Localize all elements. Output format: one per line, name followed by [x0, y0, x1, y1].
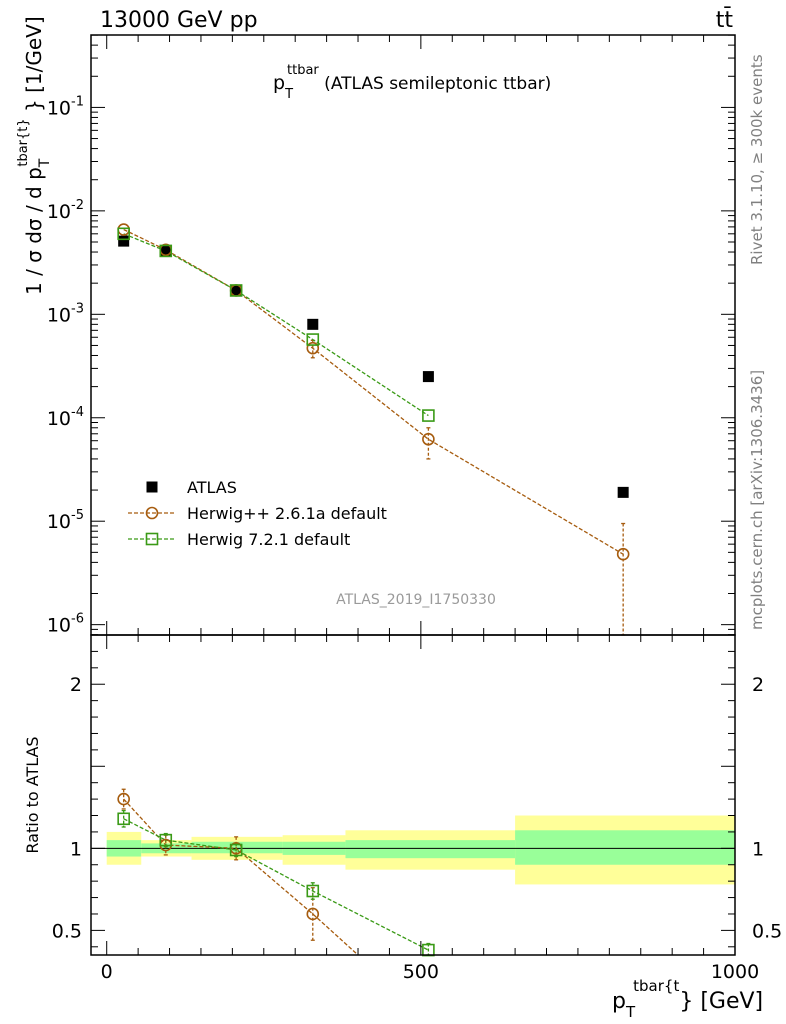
main-point-atlas-4 [422, 371, 434, 383]
x-axis-label: pTtbar{t} [GeV] [612, 977, 763, 1021]
analysis-watermark: ATLAS_2019_I1750330 [336, 592, 496, 608]
main-ytick-label: 10-1 [47, 94, 84, 119]
process-label: tt̄ [716, 7, 734, 33]
main-point-herwig7-1 [159, 244, 173, 258]
ratio-point-herwig7-1 [159, 833, 173, 847]
ratio-ytick-label-right: 1 [752, 838, 764, 860]
main-series-marks [117, 223, 630, 561]
ratio-bands-layer [106, 815, 735, 885]
ratio-point-herwigpp-3 [306, 907, 320, 921]
mcplots-label: mcplots.cern.ch [arXiv:1306.3436] [748, 370, 766, 630]
ratio-point-herwig7-2 [229, 843, 243, 857]
x-axis-label-sup: tbar{t [633, 977, 679, 995]
ratio-line-herwig7 [123, 818, 429, 951]
plot-title: pTttbar (ATLAS semileptonic ttbar) [273, 63, 551, 102]
main-point-herwig7-4 [422, 409, 435, 422]
ratio-point-herwig7-3 [306, 884, 320, 898]
main-ytick-label: 10-2 [47, 198, 84, 223]
main-ytick-label: 10-4 [47, 405, 84, 430]
main-point-atlas-2 [230, 284, 242, 296]
main-line-herwigpp [123, 228, 624, 555]
ratio-panel-frame [90, 634, 736, 956]
main-point-atlas-5 [617, 486, 629, 498]
ratio-ytick-label-left: 2 [70, 674, 82, 696]
main-point-atlas-0 [118, 235, 130, 247]
ratio-band-inner-5 [515, 830, 735, 865]
main-point-herwigpp-5 [616, 547, 630, 561]
main-point-herwig7-2 [229, 284, 243, 297]
main-point-herwig7-3 [306, 333, 320, 346]
ratio-point-herwigpp-0 [117, 792, 130, 806]
ratio-point-herwig7-0 [117, 812, 130, 826]
axis-tick-labels: 10-1 10-2 10-3 10-4 10-5 10-6 0 500 1000 2 2 1 1 0.5 0… [47, 94, 782, 983]
legend-label-0: ATLAS [187, 478, 237, 497]
x-axis-label-rest: } [GeV] [679, 989, 763, 1014]
rivet-label: Rivet 3.1.10, ≥ 300k events [748, 54, 766, 265]
main-point-herwigpp-4 [422, 432, 435, 446]
axis-ticks [91, 34, 736, 955]
energy-label: 13000 GeV pp [100, 8, 258, 33]
main-point-atlas-3 [307, 318, 319, 330]
plot-title-rest: (ATLAS semileptonic ttbar) [319, 74, 551, 94]
plot-title-sub: T [284, 87, 293, 102]
legend-marker-2 [145, 532, 159, 546]
main-line-herwig7 [123, 233, 429, 417]
xtick-label-1000: 1000 [711, 961, 759, 983]
plot-title-main: p [273, 72, 285, 94]
main-ytick-label: 10-3 [47, 301, 84, 326]
xtick-label-500: 500 [403, 961, 439, 983]
ratio-ytick-label-right: 0.5 [752, 920, 782, 942]
ratio-ylabel: Ratio to ATLAS [23, 736, 42, 853]
main-series-lines [123, 228, 626, 636]
ratio-series-lines [121, 788, 431, 956]
xtick-label-0: 0 [101, 961, 113, 983]
main-ylabel: 1 / σ dσ / d pTtbar{t} } [1/GeV] [16, 16, 53, 295]
plot-title-sup: ttbar [287, 63, 319, 78]
legend-marker-0 [146, 481, 158, 493]
ratio-ytick-label-right: 2 [752, 674, 764, 696]
main-point-herwig7-0 [117, 227, 130, 241]
x-axis-label-main: p [612, 989, 626, 1014]
main-ytick-label: 10-6 [47, 612, 84, 637]
legend: ATLAS Herwig++ 2.6.1a default Herwig 7.2.1… [128, 478, 387, 549]
ratio-ytick-label-left: 1 [70, 838, 82, 860]
legend-label-1: Herwig++ 2.6.1a default [187, 504, 387, 523]
ratio-band-inner-4 [345, 840, 516, 859]
legend-label-2: Herwig 7.2.1 default [187, 530, 350, 549]
main-point-herwigpp-3 [306, 341, 320, 355]
ratio-series-marks [117, 792, 435, 957]
main-point-atlas-1 [160, 245, 172, 257]
svg-text:1 / σ dσ / d pTtbar{t} } [1/Ge: 1 / σ dσ / d pTtbar{t} } [1/GeV] [16, 16, 53, 295]
legend-marker-1 [145, 506, 159, 520]
ratio-band-inner-2 [191, 841, 283, 854]
x-axis-label-sub: T [625, 1003, 636, 1021]
ratio-line-herwigpp [123, 798, 359, 956]
main-ytick-label: 10-5 [47, 508, 84, 533]
ratio-ytick-label-left: 0.5 [52, 920, 82, 942]
